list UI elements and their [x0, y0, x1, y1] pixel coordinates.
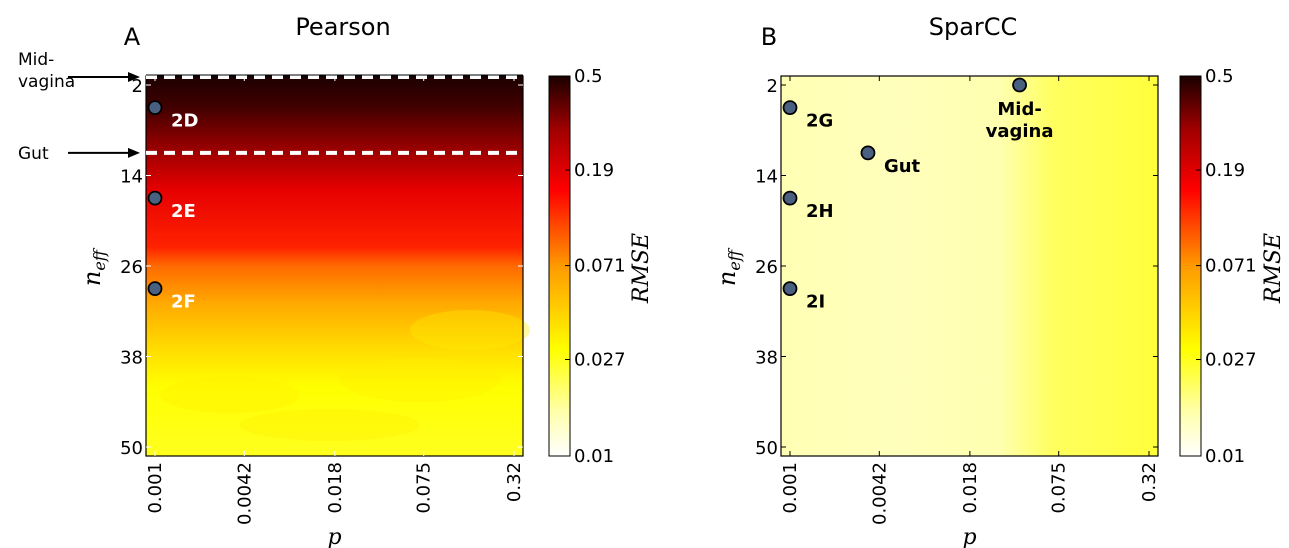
x-tick-label: 0.075 [414, 462, 435, 514]
heatmap-field [781, 76, 1158, 456]
data-point [782, 190, 798, 206]
arrowhead-icon [128, 147, 140, 158]
y-tick-label: 38 [120, 348, 143, 369]
data-point-label: Gut [884, 156, 921, 177]
x-axis-label: p [327, 525, 341, 548]
x-tick-label: 0.018 [960, 462, 981, 514]
chart-panel-a: 2 14 26 38 500.001 0.0042 0.018 0.075 0.32 Pearso… [18, 13, 654, 548]
y-tick-label: 38 [755, 348, 778, 369]
heatmap-texture [410, 310, 530, 350]
colorbar-tick-label: 0.027 [574, 350, 626, 371]
heatmap-texture [160, 377, 300, 413]
arrowhead-icon [128, 72, 140, 82]
reference-line-label: Gut [18, 144, 49, 164]
data-point [147, 281, 163, 297]
data-point-label: 2H [806, 201, 834, 222]
heatmap-texture [340, 358, 500, 402]
y-axis-label: neff [713, 247, 744, 286]
colorbar-label: RMSE [1261, 233, 1286, 304]
y-tick-label: 2 [767, 76, 778, 97]
chart-title: SparCC [929, 13, 1018, 41]
x-tick-label: 0.075 [1049, 462, 1070, 514]
colorbar-tick-label: 0.5 [574, 66, 603, 87]
data-point-label: 2D [171, 111, 198, 132]
x-tick-label: 0.0042 [869, 462, 890, 525]
colorbar-tick-label: 0.071 [1205, 256, 1257, 277]
y-tick-label: 14 [120, 167, 143, 188]
data-point [782, 281, 798, 297]
x-tick-label: 0.001 [145, 462, 166, 514]
panel-letter: B [761, 23, 777, 51]
colorbar-tick-label: 0.071 [574, 256, 626, 277]
data-point [860, 145, 876, 161]
chart-panel-b: 2 14 26 38 500.001 0.0042 0.018 0.075 0.32 SparCC… [713, 13, 1286, 548]
y-tick-label: 2 [132, 76, 143, 97]
heatmap-field [146, 76, 523, 456]
data-point [782, 100, 798, 116]
data-point-label: 2F [171, 292, 196, 313]
x-tick-label: 0.018 [325, 462, 346, 514]
data-point [147, 190, 163, 206]
reference-line-label: Mid-vagina [18, 50, 75, 92]
y-tick-label: 14 [755, 167, 778, 188]
x-tick-label: 0.32 [1139, 462, 1160, 502]
colorbar-tick-label: 0.5 [1205, 66, 1234, 87]
x-tick-label: 0.32 [504, 462, 525, 502]
x-tick-label: 0.0042 [234, 462, 255, 525]
y-axis-label: neff [78, 247, 109, 286]
heatmap-texture [240, 409, 420, 441]
data-point-label: 2I [806, 292, 825, 313]
data-point-label: 2E [171, 201, 196, 222]
colorbar-tick-label: 0.027 [1205, 350, 1257, 371]
data-point [147, 100, 163, 116]
x-tick-label: 0.001 [780, 462, 801, 514]
colorbar-label: RMSE [629, 233, 654, 304]
colorbar-tick-label: 0.19 [574, 160, 614, 181]
data-point-label: Mid-vagina [986, 99, 1054, 142]
colorbar-tick-label: 0.01 [1205, 446, 1245, 467]
data-point [1012, 77, 1027, 93]
y-tick-label: 26 [120, 257, 143, 278]
y-tick-label: 50 [120, 438, 143, 459]
colorbar-tick-label: 0.01 [574, 446, 614, 467]
data-point-label: 2G [806, 111, 833, 132]
colorbar-tick-label: 0.19 [1205, 160, 1245, 181]
panel-letter: A [124, 23, 141, 51]
y-tick-label: 50 [755, 438, 778, 459]
chart-title: Pearson [295, 13, 390, 41]
x-axis-label: p [962, 525, 976, 548]
y-tick-label: 26 [755, 257, 778, 278]
